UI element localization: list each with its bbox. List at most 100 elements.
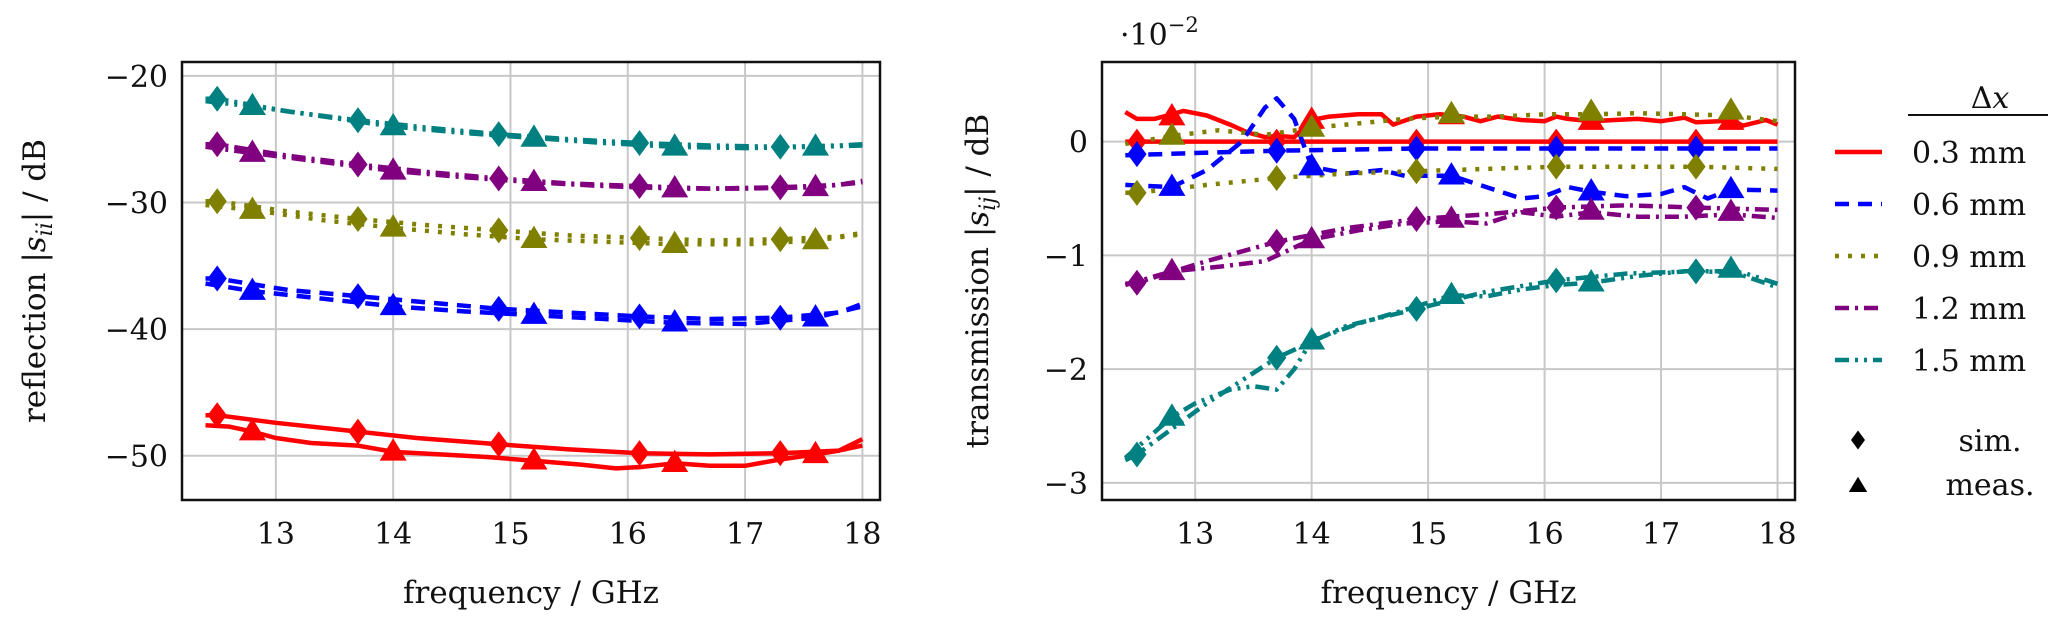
meas-triangle-marker [1577, 197, 1605, 220]
x-tick-label: 18 [1758, 517, 1796, 552]
meas-triangle-marker [520, 225, 548, 248]
reflection-plot-area [205, 85, 864, 473]
legend-entry-label: 0.3 mm [1912, 136, 2026, 171]
sim-diamond-marker [1406, 206, 1427, 232]
x-tick-label: 17 [726, 517, 764, 552]
sim-diamond-marker [629, 303, 650, 330]
sim-diamond-marker [770, 304, 790, 331]
legend-title: Δx [1971, 81, 2010, 116]
sim-diamond-marker [1127, 141, 1147, 168]
transmission-ylabel-s: s [960, 211, 996, 227]
y-tick-label: −20 [105, 60, 168, 95]
meas-triangle-marker [1717, 198, 1745, 221]
meas-triangle-marker [1437, 162, 1465, 185]
sim-diamond-marker [1267, 228, 1287, 255]
transmission-y-axis-label: transmission |sij| / dB [960, 114, 1001, 449]
legend-marker-label: sim. [1959, 424, 2022, 459]
x-tick-label: 18 [843, 517, 881, 552]
meas-triangle-marker [1158, 257, 1186, 281]
y-tick-label: 0 [1069, 126, 1088, 161]
reflection-x-axis-label: frequency / GHz [403, 575, 659, 611]
y-tick-label: −1 [1044, 239, 1088, 274]
meas-triangle-marker [1298, 153, 1326, 176]
reflection-axes-frame [180, 60, 882, 502]
reflection-grid [182, 62, 880, 500]
meas-triangle-marker [520, 301, 548, 324]
meas-triangle-marker [1298, 114, 1326, 137]
sim-diamond-marker [1686, 194, 1706, 221]
sim-diamond-marker [770, 226, 790, 253]
meas-triangle-marker [1437, 100, 1465, 124]
scale-factor-base: ·10 [1120, 18, 1168, 53]
meas-triangle-marker [520, 124, 548, 147]
sim-diamond-marker [629, 130, 650, 157]
reflection-ylabel-pre: reflection | [17, 252, 53, 423]
sim-diamond-marker [489, 217, 509, 244]
meas-triangle-marker [238, 277, 266, 300]
meas-triangle-marker [379, 112, 407, 136]
transmission-ylabel-sub: ij [976, 197, 1001, 211]
reflection-y-axis-label: reflection |sii| / dB [17, 139, 58, 423]
meas-triangle-marker [1437, 281, 1465, 304]
transmission-ylabel-pre: transmission | [960, 227, 996, 449]
meas-triangle-marker [1437, 205, 1465, 228]
series-line-15mm-sim [1124, 269, 1779, 463]
series-line-03mm-sim [205, 412, 863, 457]
y-tick-label: −2 [1044, 353, 1088, 388]
y-tick-label: −30 [105, 187, 168, 222]
legend-triangle-icon [1848, 476, 1868, 492]
meas-triangle-marker [1158, 122, 1186, 145]
sim-diamond-marker [1406, 158, 1427, 185]
meas-triangle-marker [520, 447, 548, 470]
sim-diamond-marker [1267, 344, 1287, 371]
sim-diamond-marker [1546, 267, 1566, 294]
sim-diamond-marker [1686, 258, 1706, 285]
transmission-grid [1102, 62, 1795, 500]
meas-triangle-marker [1298, 327, 1326, 350]
sim-diamond-marker [1406, 295, 1427, 322]
meas-triangle-marker [379, 214, 407, 237]
meas-triangle-marker [1158, 173, 1186, 196]
sim-diamond-marker [1546, 194, 1566, 221]
meas-triangle-marker [379, 292, 407, 316]
meas-triangle-marker [1577, 98, 1605, 121]
scale-factor-exponent: −2 [1168, 13, 1199, 37]
x-tick-label: 15 [491, 517, 529, 552]
meas-triangle-marker [520, 168, 548, 192]
legend: Δx 0.3 mm 0.6 mm 0.9 mm 1.2 mm 1.5 mm sim. me… [1835, 81, 2048, 503]
legend-marker-entries: sim. meas. [1848, 424, 2035, 503]
sim-diamond-marker [629, 224, 650, 251]
x-tick-label: 15 [1409, 517, 1447, 552]
x-tick-label: 14 [374, 517, 412, 552]
reflection-chart: 13 14 15 16 17 18 −20 −30 −40 −50 frequency / GHz… [17, 60, 881, 611]
meas-triangle-marker [661, 133, 689, 156]
legend-entry-label: 1.2 mm [1912, 292, 2026, 327]
reflection-ylabel-sub: ii [33, 222, 58, 236]
sim-diamond-marker [489, 295, 509, 322]
sim-diamond-marker [348, 205, 368, 232]
x-tick-label: 16 [1525, 517, 1563, 552]
series-line-15mm-meas [1123, 269, 1779, 460]
x-tick-label: 14 [1293, 517, 1331, 552]
sim-diamond-marker [1546, 153, 1566, 180]
sim-diamond-marker [1127, 269, 1147, 296]
series-layer [205, 85, 864, 473]
meas-triangle-marker [1158, 403, 1186, 426]
y-tick-label: −40 [105, 313, 168, 348]
transmission-plot-area [1123, 96, 1779, 468]
meas-triangle-marker [238, 418, 266, 441]
sim-diamond-marker [770, 440, 790, 467]
meas-triangle-marker [379, 157, 407, 180]
transmission-y-scale-factor: ·10−2 [1120, 13, 1199, 53]
legend-title-delta: Δ [1971, 81, 1993, 116]
sim-diamond-marker [1686, 153, 1706, 180]
meas-triangle-marker [801, 440, 830, 464]
x-tick-label: 17 [1642, 517, 1680, 552]
sim-diamond-marker [207, 85, 227, 112]
series-layer [1123, 96, 1779, 468]
transmission-ylabel-post: | / dB [960, 114, 996, 197]
series-line-09mm-meas [205, 202, 863, 247]
meas-triangle-marker [379, 438, 407, 461]
series-line-09mm-sim [205, 198, 863, 243]
reflection-ylabel-s: s [17, 236, 53, 252]
